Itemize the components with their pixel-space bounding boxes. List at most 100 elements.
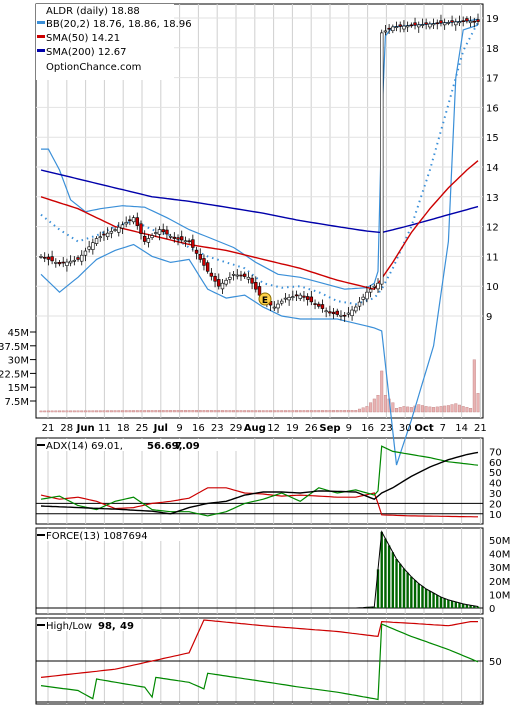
volume-bar-92 <box>380 370 384 413</box>
volume-bar-28 <box>143 410 147 413</box>
volume-bar-89 <box>369 402 373 413</box>
candle-body-81 <box>339 314 343 317</box>
volume-tick-5: 7.5M <box>4 397 29 408</box>
volume-bar-45 <box>206 410 210 413</box>
volume-bar-18 <box>106 410 110 413</box>
volume-bar-59 <box>258 410 262 413</box>
candle-body-114 <box>461 20 465 22</box>
volume-bar-114 <box>461 406 465 413</box>
adx-legend-label: ADX(14) 69.01, <box>46 441 123 452</box>
volume-bar-91 <box>376 395 380 413</box>
volume-bar-42 <box>195 410 199 413</box>
volume-bar-109 <box>443 405 447 413</box>
date-tick-5: 25 <box>136 423 149 434</box>
date-tick-20: Oct <box>414 423 433 434</box>
candle-body-55 <box>242 273 247 277</box>
candle-body-47 <box>213 275 217 282</box>
candle-body-21 <box>117 226 121 233</box>
candle-body-57 <box>250 277 254 284</box>
force-bar-96 <box>395 559 398 608</box>
candle-body-106 <box>431 23 436 26</box>
volume-bar-68 <box>291 410 295 413</box>
candle-body-25 <box>131 217 136 223</box>
force-bar-110 <box>447 599 450 608</box>
volume-bar-40 <box>187 410 191 413</box>
sma200-line <box>40 169 479 234</box>
volume-bar-63 <box>272 410 276 413</box>
volume-bar-34 <box>165 410 169 413</box>
candle-body-39 <box>183 240 188 243</box>
volume-bar-104 <box>424 406 428 413</box>
candle-body-89 <box>368 288 373 293</box>
volume-bar-38 <box>180 410 184 413</box>
highlow-legend-label: High/Low <box>46 621 92 632</box>
volume-bar-39 <box>183 410 187 413</box>
volume-bar-55 <box>243 410 247 413</box>
candle-body-20 <box>113 229 117 231</box>
candle-body-40 <box>187 240 191 243</box>
candle-body-34 <box>165 229 169 235</box>
volume-bar-36 <box>172 410 176 413</box>
volume-bar-115 <box>465 407 469 413</box>
candle-body-5 <box>57 262 62 265</box>
adx-legend-minus: 7.09 <box>175 441 200 452</box>
candle-body-112 <box>454 21 458 26</box>
highlow-legend-swatch <box>37 624 45 626</box>
volume-bar-85 <box>354 410 358 413</box>
volume-bar-19 <box>109 410 113 413</box>
date-tick-10: 29 <box>230 423 243 434</box>
volume-bar-93 <box>383 395 387 413</box>
adx-tick-5: 20 <box>489 499 502 510</box>
volume-bar-67 <box>287 410 291 413</box>
force-bar-91 <box>376 569 380 608</box>
candle-body-97 <box>398 24 402 27</box>
volume-bar-81 <box>339 410 343 413</box>
volume-bar-66 <box>283 410 287 413</box>
volume-bar-88 <box>365 406 369 413</box>
candle-body-14 <box>91 242 95 250</box>
legend-sma50: SMA(50) 14.21 <box>46 33 120 44</box>
date-tick-21: 7 <box>440 423 446 434</box>
candle-body-50 <box>224 279 228 285</box>
volume-bar-1 <box>43 410 47 413</box>
volume-bar-54 <box>239 410 243 413</box>
candle-body-87 <box>361 296 365 300</box>
date-tick-22: 14 <box>455 423 468 434</box>
candle-body-111 <box>450 20 454 23</box>
candle-body-31 <box>154 232 158 234</box>
volume-bar-60 <box>261 410 265 413</box>
volume-bar-79 <box>332 410 336 413</box>
date-tick-14: 26 <box>305 423 318 434</box>
volume-bar-70 <box>298 410 302 413</box>
volume-bar-62 <box>269 410 273 413</box>
volume-bar-21 <box>117 410 121 413</box>
force-bar-99 <box>406 572 409 608</box>
force-bar-103 <box>421 586 424 608</box>
force-tick-1: 40M <box>489 550 510 561</box>
candle-body-86 <box>357 301 362 307</box>
price-legend: ALDR (daily) 18.88 BB(20,2) 18.76, 18.86… <box>36 4 192 80</box>
candle-body-23 <box>124 222 128 225</box>
candle-body-107 <box>435 22 439 25</box>
candle-body-4 <box>54 262 58 264</box>
candle-body-54 <box>239 274 243 277</box>
volume-bar-50 <box>224 410 228 413</box>
force-legend: FORCE(13) 1087694 <box>37 529 187 542</box>
plus-di-line <box>40 445 479 517</box>
price-tick-10: 9 <box>486 312 492 323</box>
candle-body-2 <box>46 256 51 260</box>
volume-bar-7 <box>65 410 69 413</box>
volume-bar-56 <box>246 410 250 413</box>
price-tick-3: 16 <box>486 103 499 114</box>
volume-bar-0 <box>39 410 43 413</box>
legend-bb-swatch <box>37 21 45 24</box>
force-bar-115 <box>465 604 469 608</box>
volume-bar-14 <box>91 410 95 413</box>
volume-bars <box>39 359 480 413</box>
highlow-legend: High/Low 98, 49 <box>37 619 137 632</box>
volume-bar-20 <box>113 410 117 413</box>
candle-body-9 <box>72 259 77 262</box>
candle-body-15 <box>94 238 99 244</box>
candle-body-110 <box>446 22 451 24</box>
candle-body-75 <box>317 303 321 307</box>
